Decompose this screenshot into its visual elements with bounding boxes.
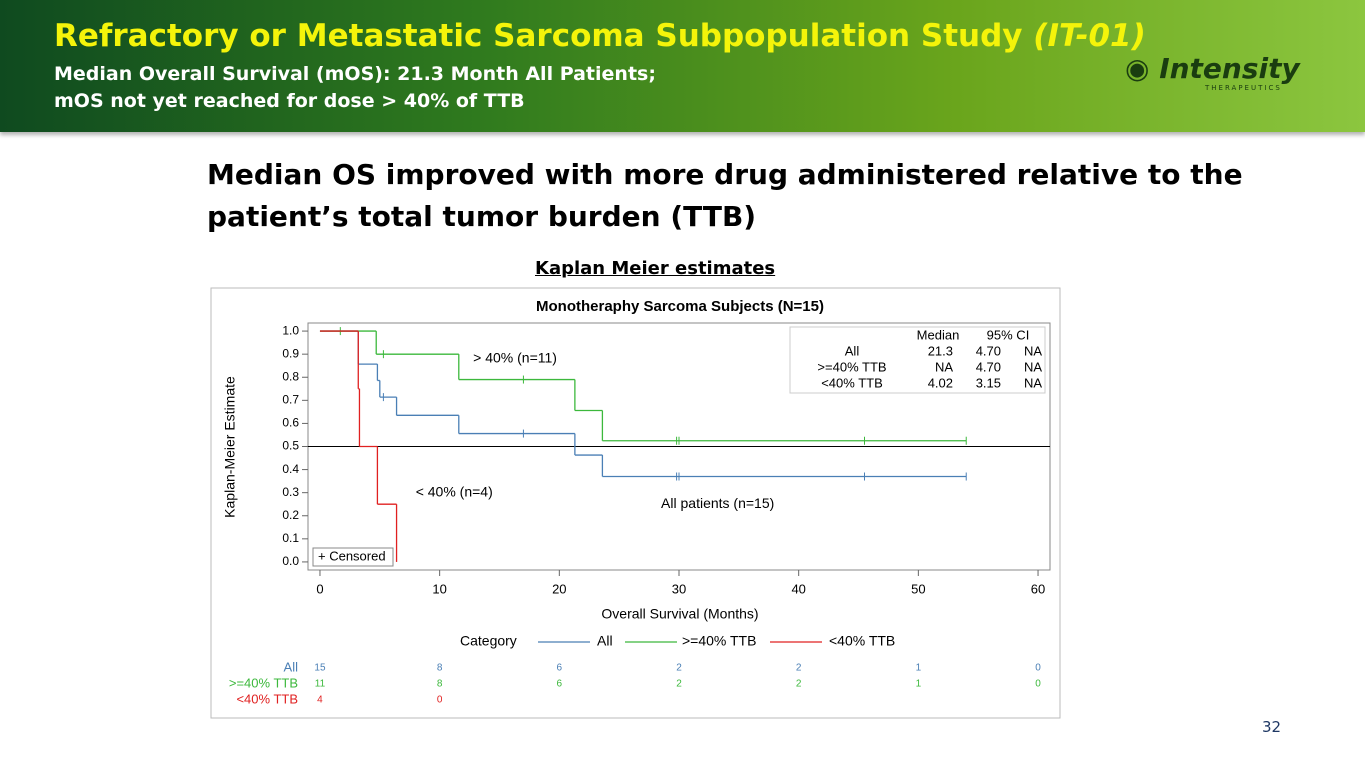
y-tick-label: 0.5 <box>282 439 299 453</box>
at-risk-count: 11 <box>315 679 326 690</box>
censored-label: + Censored <box>318 548 386 563</box>
at-risk-count: 0 <box>1035 679 1041 690</box>
y-tick-label: 0.2 <box>282 508 299 522</box>
at-risk-name: All <box>284 659 299 674</box>
legend-label: >=40% TTB <box>682 633 756 649</box>
stats-cell: 3.15 <box>976 375 1001 390</box>
y-tick-label: 0.1 <box>282 531 299 545</box>
x-tick-label: 60 <box>1031 581 1045 596</box>
chart-title: Monotheraphy Sarcoma Subjects (N=15) <box>536 298 824 315</box>
header-band: Refractory or Metastatic Sarcoma Subpopu… <box>0 0 1365 132</box>
at-risk-count: 8 <box>437 663 443 674</box>
stats-cell: 4.70 <box>976 359 1001 374</box>
y-tick-label: 0.7 <box>282 393 299 407</box>
x-tick-label: 40 <box>791 581 805 596</box>
heading: Median OS improved with more drug admini… <box>207 158 1243 191</box>
stats-cell: 4.70 <box>976 343 1001 358</box>
annotation: > 40% (n=11) <box>473 349 557 365</box>
at-risk-count: 4 <box>317 695 323 706</box>
x-tick-label: 50 <box>911 581 925 596</box>
subtitle: mOS not yet reached for dose > 40% of TT… <box>54 90 525 112</box>
at-risk-name: >=40% TTB <box>229 675 298 690</box>
annotation: < 40% (n=4) <box>416 483 493 499</box>
stats-box <box>789 326 1046 394</box>
at-risk-count: 0 <box>437 695 443 706</box>
stats-cell: 4.02 <box>928 375 953 390</box>
heading: patient’s total tumor burden (TTB) <box>207 200 757 233</box>
y-tick-label: 0.3 <box>282 485 299 499</box>
at-risk-count: 8 <box>437 679 443 690</box>
censored-box <box>312 547 394 567</box>
stats-cell: 21.3 <box>928 343 953 358</box>
x-tick-label: 0 <box>316 581 323 596</box>
title: Refractory or Metastatic Sarcoma Subpopu… <box>54 18 1146 54</box>
legend-label: <40% TTB <box>829 633 895 649</box>
y-tick-label: 0.6 <box>282 416 299 430</box>
logo: ◉ Intensity <box>1125 52 1300 85</box>
y-axis-label: Kaplan-Meier Estimate <box>222 376 238 518</box>
y-tick-label: 0.4 <box>282 462 299 476</box>
y-tick-label: 0.8 <box>282 369 299 383</box>
stats-cell: NA <box>1024 359 1042 374</box>
at-risk-count: 1 <box>916 679 922 690</box>
logo-sub: THERAPEUTICS <box>1205 84 1282 92</box>
x-tick-label: 20 <box>552 581 566 596</box>
stats-header: 95% CI <box>987 327 1030 342</box>
stats-cell: All <box>845 343 860 358</box>
y-tick-label: 1.0 <box>282 323 299 337</box>
at-risk-count: 15 <box>314 663 326 674</box>
stats-cell: NA <box>1024 343 1042 358</box>
title-text: Refractory or Metastatic Sarcoma Subpopu… <box>54 18 1023 54</box>
at-risk-name: <40% TTB <box>236 691 298 706</box>
legend-label: All <box>597 633 613 649</box>
chart-caption: Kaplan Meier estimates <box>535 258 776 279</box>
stats-cell: NA <box>1024 375 1042 390</box>
at-risk-count: 1 <box>916 663 922 674</box>
at-risk-count: 2 <box>676 663 682 674</box>
at-risk-count: 2 <box>676 679 682 690</box>
y-tick-label: 0.0 <box>282 554 299 568</box>
annotation: All patients (n=15) <box>661 495 774 511</box>
y-tick-label: 0.9 <box>282 346 299 360</box>
stats-header: Median <box>917 327 960 342</box>
x-tick-label: 30 <box>672 581 686 596</box>
logo-text: Intensity <box>1159 52 1300 85</box>
at-risk-count: 0 <box>1035 663 1041 674</box>
x-axis-label: Overall Survival (Months) <box>601 606 758 622</box>
legend-title: Category <box>460 633 517 649</box>
page-number: 32 <box>1262 718 1282 736</box>
title-tag: (IT-01) <box>1033 18 1146 54</box>
x-tick-label: 10 <box>432 581 446 596</box>
at-risk-count: 6 <box>557 679 563 690</box>
stats-cell: >=40% TTB <box>817 359 886 374</box>
at-risk-count: 6 <box>557 663 563 674</box>
stats-cell: <40% TTB <box>821 375 883 390</box>
subtitle: Median Overall Survival (mOS): 21.3 Mont… <box>54 63 656 85</box>
at-risk-count: 2 <box>796 679 802 690</box>
at-risk-count: 2 <box>796 663 802 674</box>
stats-cell: NA <box>935 359 953 374</box>
